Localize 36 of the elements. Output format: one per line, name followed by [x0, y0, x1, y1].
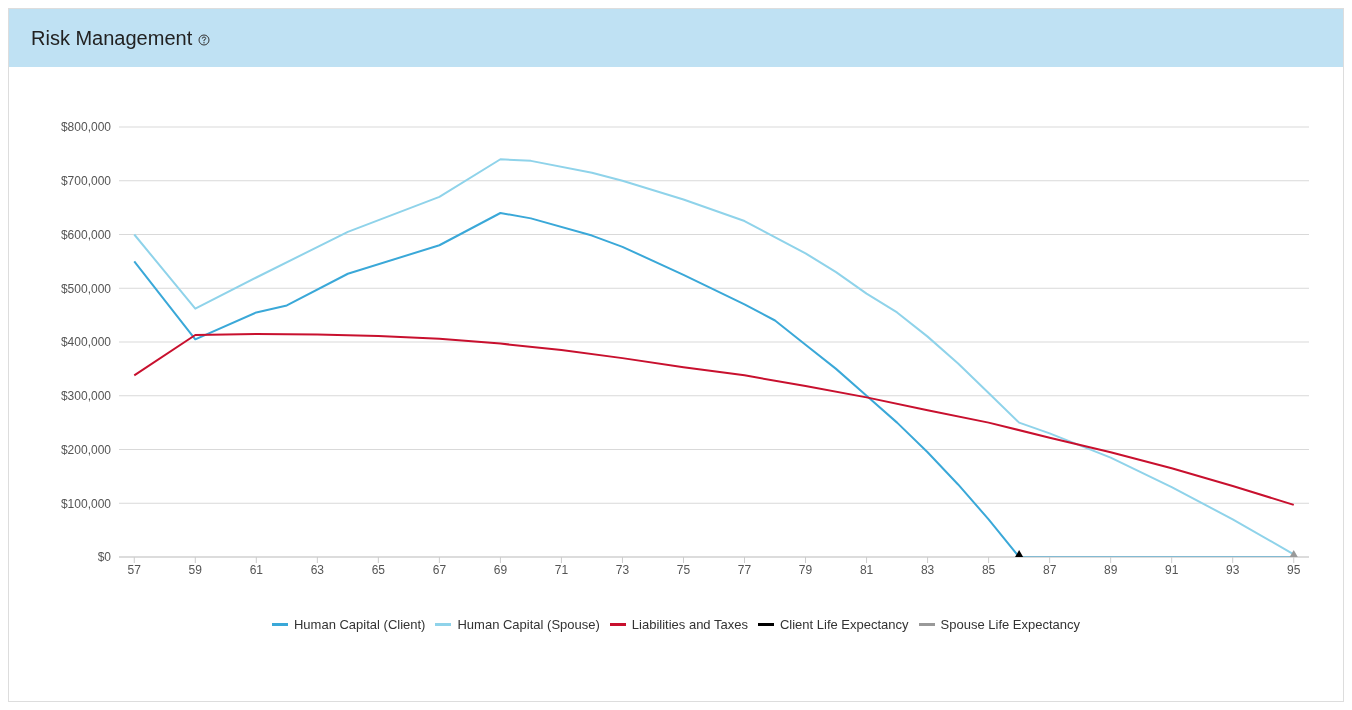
x-tick-label: 83: [920, 562, 935, 577]
y-tick-label: $100,000: [60, 496, 112, 511]
x-tick-label: 77: [737, 562, 752, 577]
x-tick-label: 61: [249, 562, 264, 577]
x-tick-label: 87: [1042, 562, 1057, 577]
x-tick-label: 69: [493, 562, 508, 577]
y-tick-label: $800,000: [60, 120, 112, 135]
x-tick-label: 75: [676, 562, 691, 577]
x-tick-label: 95: [1287, 562, 1301, 577]
x-tick-label: 89: [1103, 562, 1118, 577]
legend-label: Human Capital (Client): [293, 617, 426, 632]
x-tick-label: 73: [615, 562, 630, 577]
y-tick-label: $600,000: [60, 227, 112, 242]
y-tick-label: $0: [97, 550, 112, 565]
legend-label: Spouse Life Expectancy: [940, 617, 1081, 632]
x-tick-label: 93: [1226, 562, 1240, 577]
y-tick-label: $500,000: [60, 281, 112, 296]
y-tick-label: $700,000: [60, 174, 112, 189]
x-tick-label: 67: [432, 562, 447, 577]
x-tick-label: 91: [1165, 562, 1179, 577]
chart-title: Risk Management: [31, 26, 193, 50]
x-tick-label: 63: [310, 562, 325, 577]
y-tick-label: $400,000: [60, 335, 112, 350]
legend-label: Human Capital (Spouse): [457, 617, 600, 632]
legend-label: Client Life Expectancy: [779, 617, 909, 632]
x-tick-label: 81: [859, 562, 874, 577]
x-tick-label: 79: [798, 562, 813, 577]
x-tick-label: 65: [371, 562, 386, 577]
line-series: [133, 332, 1295, 506]
legend-label: Liabilities and Taxes: [631, 617, 748, 632]
x-tick-label: 85: [981, 562, 996, 577]
y-tick-label: $300,000: [60, 389, 112, 404]
y-tick-label: $200,000: [60, 442, 112, 457]
x-tick-label: 71: [554, 562, 569, 577]
x-tick-label: 57: [127, 562, 142, 577]
x-tick-label: 59: [188, 562, 203, 577]
